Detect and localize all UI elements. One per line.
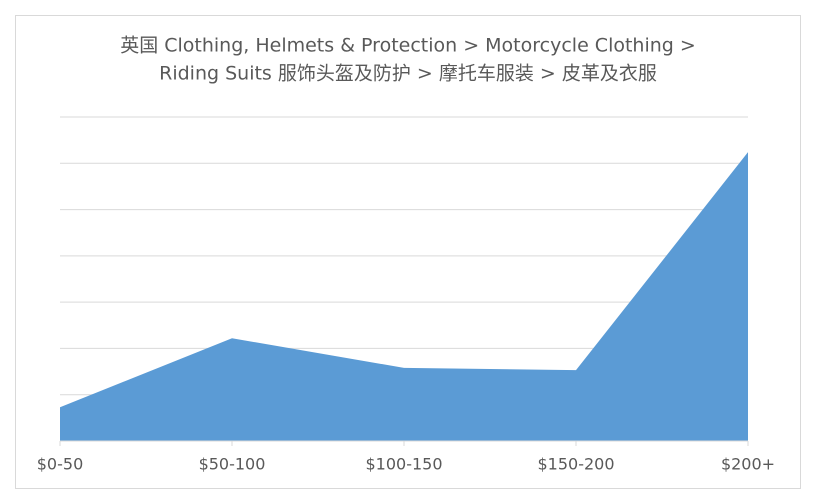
x-tick-label: $0-50: [37, 455, 84, 474]
area: [60, 152, 748, 442]
x-tick-label: $50-100: [199, 455, 266, 474]
chart-title: 英国 Clothing, Helmets & Protection > Moto…: [120, 35, 696, 57]
x-tick-label: $150-200: [537, 455, 614, 474]
chart-title: Riding Suits 服饰头盔及防护 > 摩托车服装 > 皮革及衣服: [159, 63, 657, 85]
x-tick-label: $100-150: [365, 455, 442, 474]
x-tick-label: $200+: [721, 455, 775, 474]
